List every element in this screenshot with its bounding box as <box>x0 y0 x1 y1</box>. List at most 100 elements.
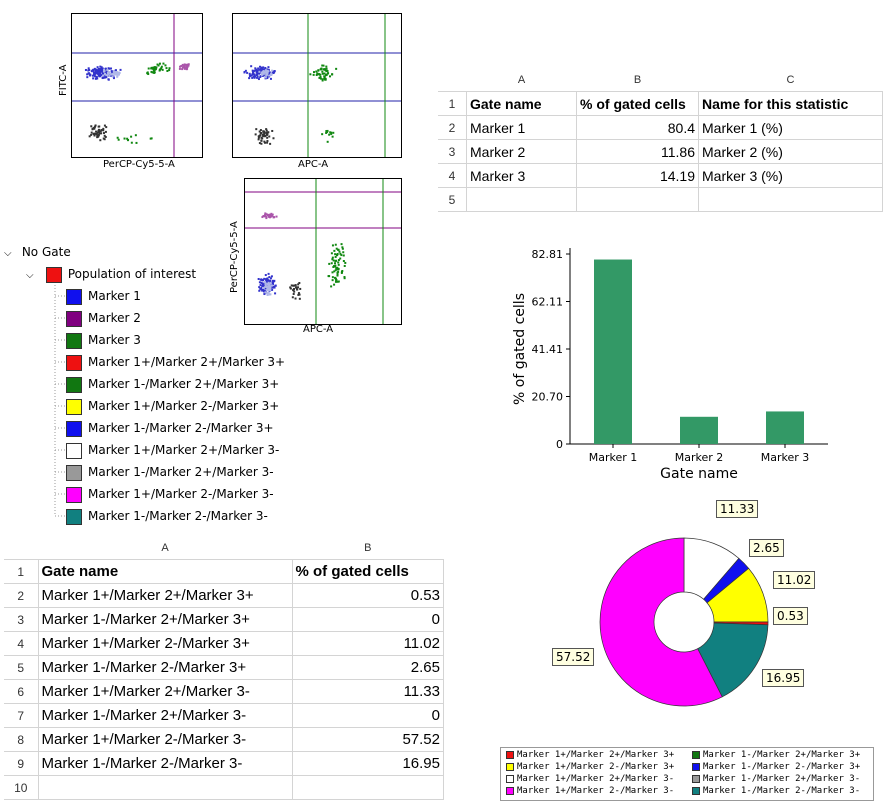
tree-gate-item[interactable]: Marker 1-/Marker 2+/Marker 3+ <box>66 374 279 394</box>
table-cell[interactable]: 80.4 <box>577 116 699 140</box>
legend-label: Marker 1-/Marker 2-/Marker 3- <box>703 786 860 796</box>
row-number[interactable]: 7 <box>4 704 38 728</box>
table-cell[interactable] <box>699 188 883 212</box>
legend-item: Marker 1+/Marker 2+/Marker 3- <box>506 774 674 784</box>
table-cell[interactable]: 0 <box>292 704 444 728</box>
tree-gate-item[interactable]: Marker 1+/Marker 2-/Marker 3+ <box>66 396 279 416</box>
table-row: 5 Marker 1-/Marker 2-/Marker 3+ 2.65 <box>4 656 444 680</box>
row-number[interactable]: 10 <box>4 776 38 800</box>
column-letter[interactable]: A <box>38 537 292 560</box>
row-number[interactable]: 4 <box>438 164 467 188</box>
table-cell[interactable]: 0 <box>292 608 444 632</box>
table-row: 5 <box>438 188 883 212</box>
chevron-down-icon[interactable]: ⌵ <box>4 244 18 264</box>
table-cell[interactable] <box>577 188 699 212</box>
plot1-ylabel: FITC-A <box>58 65 69 96</box>
tree-gate-item[interactable]: Marker 1+/Marker 2+/Marker 3+ <box>66 352 285 372</box>
table-cell[interactable]: Marker 1+/Marker 2+/Marker 3- <box>38 680 292 704</box>
tree-gate-label: Marker 2 <box>88 311 141 325</box>
table-cell[interactable]: Marker 1-/Marker 2-/Marker 3- <box>38 752 292 776</box>
table-cell[interactable]: Marker 1+/Marker 2+/Marker 3+ <box>38 584 292 608</box>
table-cell[interactable] <box>467 188 577 212</box>
row-number[interactable]: 9 <box>4 752 38 776</box>
chevron-down-icon[interactable]: ⌵ <box>26 266 42 286</box>
y-tick-label: 62.11 <box>532 296 564 309</box>
tree-gate-item[interactable]: Marker 2 <box>66 308 141 328</box>
table-cell[interactable]: Name for this statistic <box>699 92 883 116</box>
table-cell[interactable]: Marker 1+/Marker 2-/Marker 3+ <box>38 632 292 656</box>
row-number[interactable]: 3 <box>4 608 38 632</box>
table-cell[interactable]: % of gated cells <box>292 560 444 584</box>
column-letter[interactable]: B <box>292 537 444 560</box>
row-number[interactable]: 1 <box>438 92 467 116</box>
donut-data-label: 16.95 <box>762 669 804 687</box>
table-cell[interactable]: 11.33 <box>292 680 444 704</box>
table-cell[interactable]: 14.19 <box>577 164 699 188</box>
table-cell[interactable]: Marker 1-/Marker 2+/Marker 3- <box>38 704 292 728</box>
tree-gate-item[interactable]: Marker 1-/Marker 2-/Marker 3+ <box>66 418 274 438</box>
tree-gate-item[interactable]: Marker 1-/Marker 2-/Marker 3- <box>66 506 268 526</box>
table-cell[interactable]: Marker 2 (%) <box>699 140 883 164</box>
tree-root[interactable]: ⌵ No Gate <box>4 242 71 262</box>
table-cell[interactable]: 16.95 <box>292 752 444 776</box>
table-cell[interactable]: Marker 1-/Marker 2-/Marker 3+ <box>38 656 292 680</box>
table-cell[interactable] <box>38 776 292 800</box>
row-number[interactable]: 5 <box>438 188 467 212</box>
tree-gate-item[interactable]: Marker 3 <box>66 330 141 350</box>
table-cell[interactable]: 57.52 <box>292 728 444 752</box>
column-letter[interactable]: C <box>699 69 883 92</box>
tree-gate-label: Marker 1-/Marker 2-/Marker 3+ <box>88 421 274 435</box>
table-cell[interactable]: Gate name <box>38 560 292 584</box>
table-cell[interactable]: Marker 1-/Marker 2+/Marker 3+ <box>38 608 292 632</box>
statistics-table-1: A B C 1 Gate name% of gated cells Name for… <box>438 69 883 212</box>
table-cell[interactable]: Marker 3 <box>467 164 577 188</box>
table-cell[interactable]: Marker 1 (%) <box>699 116 883 140</box>
row-number[interactable]: 6 <box>4 680 38 704</box>
legend-item: Marker 1+/Marker 2-/Marker 3- <box>506 786 674 796</box>
tree-gate-item[interactable]: Marker 1-/Marker 2+/Marker 3- <box>66 462 274 482</box>
tree-population[interactable]: ⌵ Population of interest <box>26 264 196 284</box>
row-number[interactable]: 4 <box>4 632 38 656</box>
row-number[interactable]: 2 <box>4 584 38 608</box>
scatter-plot-fitc-percp[interactable] <box>71 13 203 158</box>
bar[interactable] <box>766 411 804 444</box>
table-cell[interactable]: % of gated cells <box>577 92 699 116</box>
tree-gate-label: Marker 1-/Marker 2+/Marker 3- <box>88 465 274 479</box>
gate-color-swatch <box>66 399 82 415</box>
table-cell[interactable]: Marker 1+/Marker 2-/Marker 3- <box>38 728 292 752</box>
table-cell[interactable] <box>292 776 444 800</box>
table-row: 1 Gate name% of gated cells <box>4 560 444 584</box>
column-letter[interactable]: B <box>577 69 699 92</box>
legend-label: Marker 1+/Marker 2-/Marker 3- <box>517 786 674 796</box>
tree-gate-item[interactable]: Marker 1+/Marker 2-/Marker 3- <box>66 484 274 504</box>
tree-root-label: No Gate <box>22 245 71 259</box>
bar-chart[interactable]: 0 20.70 41.41 62.11 82.81 Marker 1 Marker 2 Mar… <box>498 240 838 485</box>
tree-gate-item[interactable]: Marker 1+/Marker 2+/Marker 3- <box>66 440 279 460</box>
column-letter[interactable]: A <box>467 69 577 92</box>
table-cell[interactable]: Marker 3 (%) <box>699 164 883 188</box>
row-number[interactable]: 2 <box>438 116 467 140</box>
table-cell[interactable]: Marker 2 <box>467 140 577 164</box>
tree-gate-item[interactable]: Marker 1 <box>66 286 141 306</box>
bar[interactable] <box>680 417 718 444</box>
table-row: 2 Marker 1+/Marker 2+/Marker 3+ 0.53 <box>4 584 444 608</box>
table-cell[interactable]: 0.53 <box>292 584 444 608</box>
row-number[interactable]: 5 <box>4 656 38 680</box>
table-cell[interactable]: Gate name <box>467 92 577 116</box>
table-row: 7 Marker 1-/Marker 2+/Marker 3- 0 <box>4 704 444 728</box>
scatter-plot-fitc-apc[interactable] <box>232 13 402 158</box>
row-number[interactable]: 8 <box>4 728 38 752</box>
x-tick-label: Marker 1 <box>589 451 638 464</box>
row-number[interactable]: 1 <box>4 560 38 584</box>
scatter-plot-2-canvas <box>233 14 401 157</box>
table-cell[interactable]: Marker 1 <box>467 116 577 140</box>
legend-swatch <box>506 763 514 771</box>
bar[interactable] <box>594 260 632 444</box>
plot1-xlabel: PerCP-Cy5-5-A <box>103 159 175 170</box>
tree-gate-label: Marker 1+/Marker 2-/Marker 3+ <box>88 399 279 413</box>
table-cell[interactable]: 11.02 <box>292 632 444 656</box>
gate-color-swatch <box>66 289 82 305</box>
table-cell[interactable]: 2.65 <box>292 656 444 680</box>
row-number[interactable]: 3 <box>438 140 467 164</box>
table-cell[interactable]: 11.86 <box>577 140 699 164</box>
